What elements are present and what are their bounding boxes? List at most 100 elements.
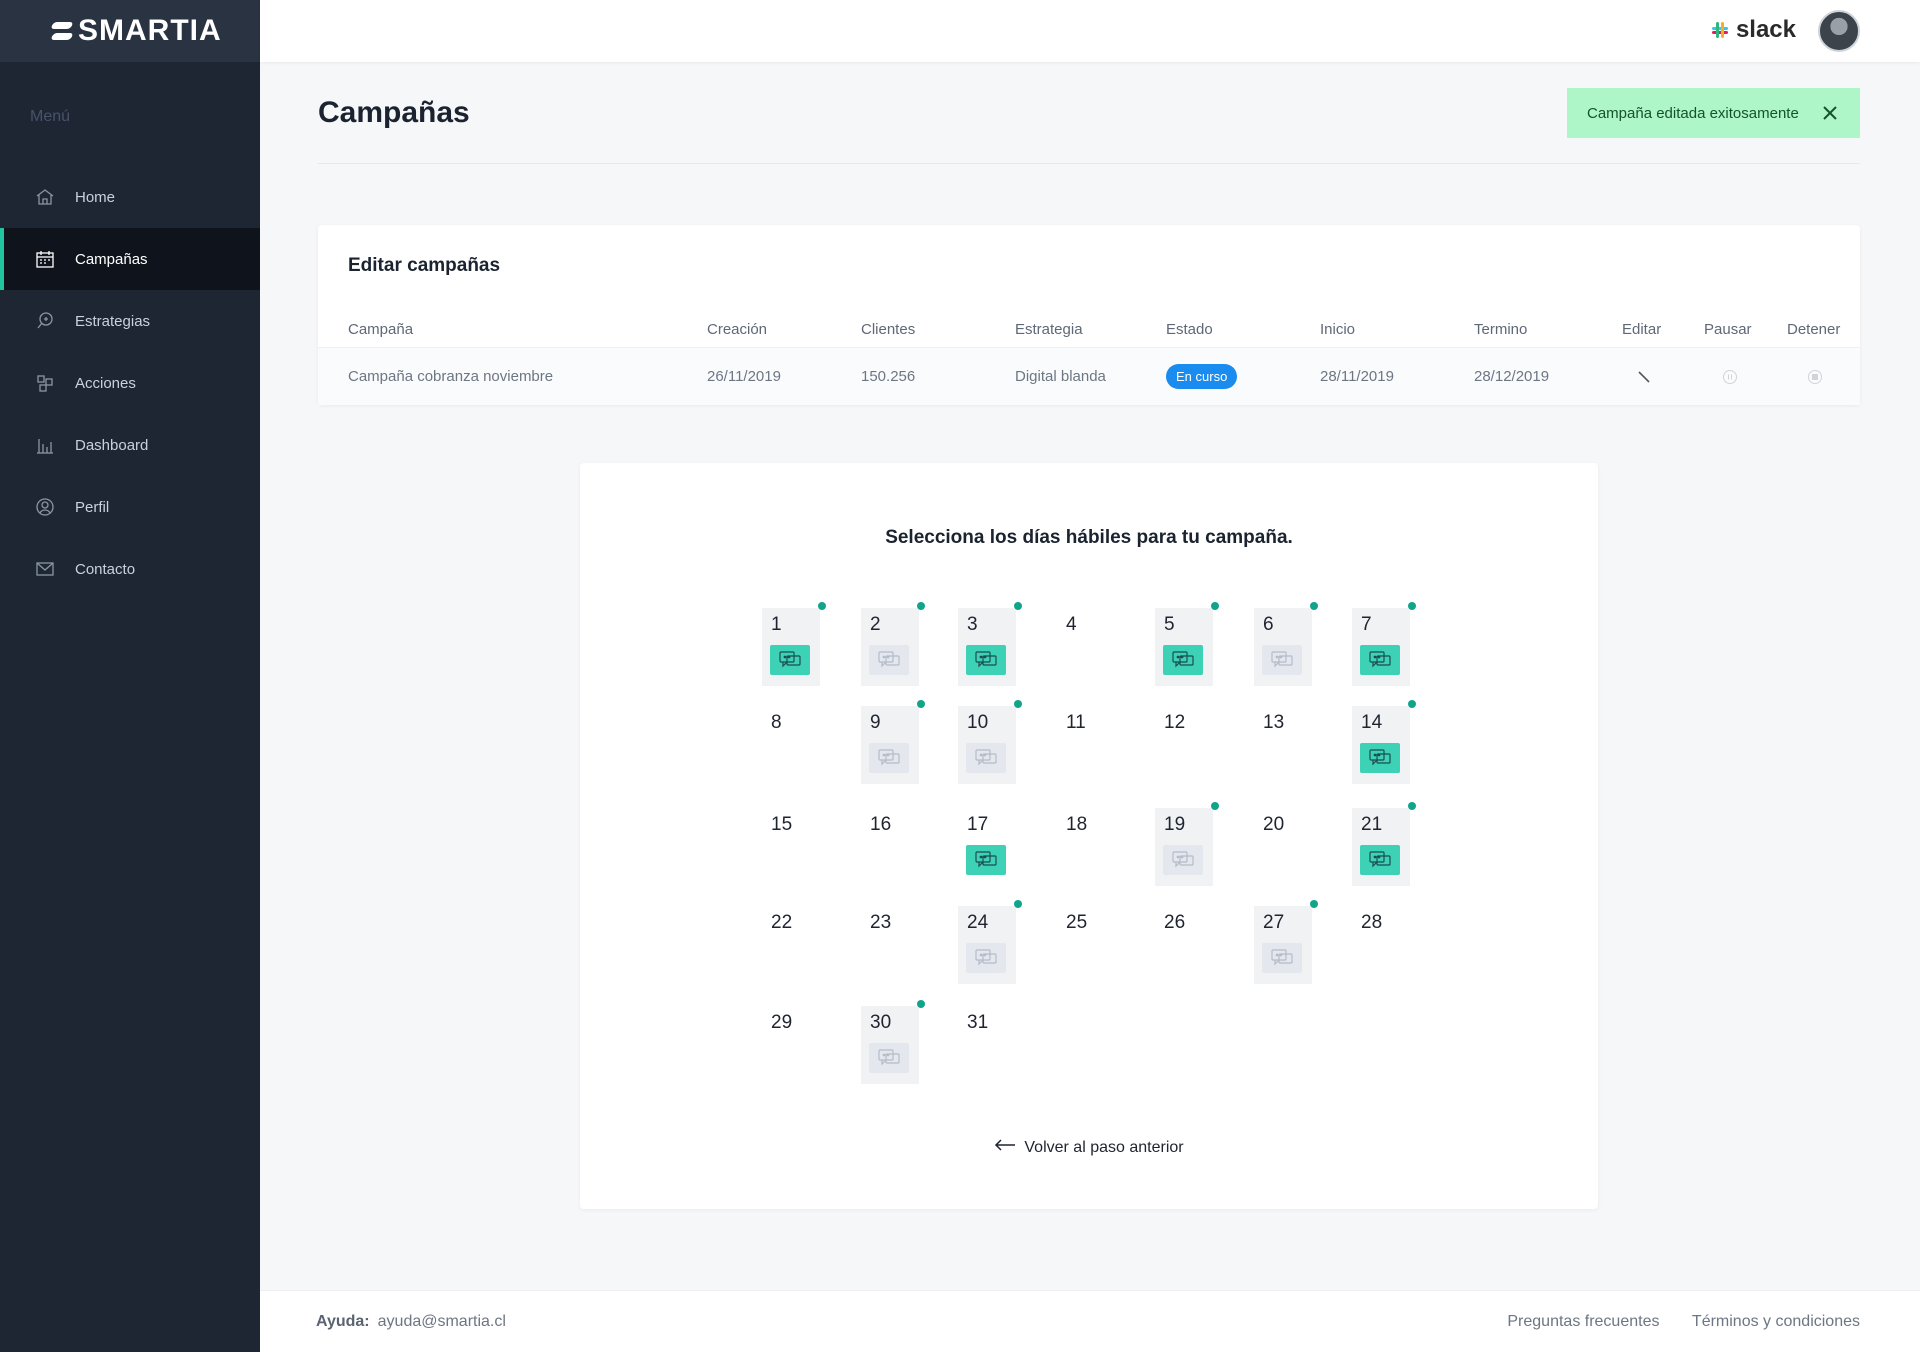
calendar-day[interactable]: 1 bbox=[762, 602, 826, 686]
chat-channel-icon[interactable] bbox=[869, 645, 909, 675]
day-number: 4 bbox=[1066, 614, 1077, 635]
calendar-day[interactable]: 23 bbox=[861, 906, 919, 984]
sidebar-item-acciones[interactable]: Acciones bbox=[0, 352, 260, 414]
calendar-day[interactable]: 30 bbox=[861, 1000, 925, 1084]
sidebar-item-estrategias[interactable]: Estrategias bbox=[0, 290, 260, 352]
chat-channel-icon[interactable] bbox=[1360, 645, 1400, 675]
chat-channel-icon[interactable] bbox=[770, 645, 810, 675]
day-number: 26 bbox=[1164, 912, 1186, 933]
calendar-day[interactable]: 24 bbox=[958, 900, 1022, 984]
start-date: 28/11/2019 bbox=[1320, 368, 1394, 385]
chat-channel-icon[interactable] bbox=[966, 743, 1006, 773]
calendar-day[interactable]: 5 bbox=[1155, 602, 1219, 686]
calendar-day[interactable]: 15 bbox=[762, 808, 820, 886]
chat-channel-icon[interactable] bbox=[1262, 943, 1302, 973]
selected-indicator bbox=[818, 602, 826, 610]
day-number: 6 bbox=[1263, 614, 1274, 635]
chat-channel-icon[interactable] bbox=[1163, 845, 1203, 875]
pause-icon[interactable] bbox=[1721, 368, 1739, 386]
day-number: 15 bbox=[771, 814, 793, 835]
chat-channel-icon[interactable] bbox=[1262, 645, 1302, 675]
calendar-day[interactable]: 19 bbox=[1155, 802, 1219, 886]
column-header: Estrategia bbox=[1015, 321, 1083, 338]
calendar-day[interactable]: 26 bbox=[1155, 906, 1213, 984]
strategy-icon bbox=[34, 310, 56, 332]
calendar-day[interactable]: 8 bbox=[762, 706, 820, 784]
chat-channel-icon[interactable] bbox=[1360, 743, 1400, 773]
help-email[interactable]: ayuda@smartia.cl bbox=[377, 1313, 506, 1330]
sidebar-item-campanas[interactable]: Campañas bbox=[0, 228, 260, 290]
slack-integration[interactable]: slack bbox=[1709, 16, 1796, 44]
calendar-day[interactable]: 3 bbox=[958, 602, 1022, 686]
calendar-day[interactable]: 10 bbox=[958, 700, 1022, 784]
calendar-day[interactable]: 18 bbox=[1057, 808, 1115, 886]
calendar-day[interactable]: 9 bbox=[861, 700, 925, 784]
chat-channel-icon[interactable] bbox=[1163, 645, 1203, 675]
chat-channel-icon[interactable] bbox=[869, 1043, 909, 1073]
calendar-day[interactable]: 2 bbox=[861, 602, 925, 686]
chat-channel-icon[interactable] bbox=[966, 645, 1006, 675]
table-row[interactable]: Campaña cobranza noviembre 26/11/2019 15… bbox=[318, 347, 1860, 405]
calendar-day[interactable]: 20 bbox=[1254, 808, 1312, 886]
calendar-day[interactable]: 29 bbox=[762, 1006, 820, 1084]
end-date: 28/12/2019 bbox=[1474, 368, 1550, 385]
chat-channel-icon[interactable] bbox=[869, 743, 909, 773]
close-icon[interactable] bbox=[1818, 101, 1842, 125]
calendar-day[interactable]: 22 bbox=[762, 906, 820, 984]
stop-icon[interactable] bbox=[1806, 368, 1824, 386]
day-number: 25 bbox=[1066, 912, 1088, 933]
calendar-day[interactable]: 4 bbox=[1057, 608, 1115, 686]
chat-channel-icon[interactable] bbox=[966, 845, 1006, 875]
day-number: 23 bbox=[870, 912, 892, 933]
footer-links: Preguntas frecuentes Términos y condicio… bbox=[1479, 1313, 1860, 1331]
bar-chart-icon bbox=[34, 434, 56, 456]
faq-link[interactable]: Preguntas frecuentes bbox=[1507, 1313, 1660, 1330]
day-number: 28 bbox=[1361, 912, 1383, 933]
brand-logo[interactable]: SMARTIA bbox=[0, 0, 260, 62]
calendar-day[interactable]: 21 bbox=[1352, 802, 1416, 886]
table-header: Campaña Creación Clientes Estrategia Est… bbox=[318, 317, 1860, 347]
calendar-day[interactable]: 13 bbox=[1254, 706, 1312, 784]
calendar-day[interactable]: 16 bbox=[861, 808, 919, 886]
edit-cell bbox=[1635, 348, 1653, 405]
campaign-name: Campaña cobranza noviembre bbox=[348, 368, 554, 385]
strategy-name: Digital blanda bbox=[1015, 368, 1106, 385]
sidebar-item-dashboard[interactable]: Dashboard bbox=[0, 414, 260, 476]
calendar-day[interactable]: 28 bbox=[1352, 906, 1410, 984]
calendar-day[interactable]: 11 bbox=[1057, 706, 1115, 784]
calendar-title: Selecciona los días hábiles para tu camp… bbox=[885, 527, 1293, 548]
mail-icon bbox=[34, 558, 56, 580]
column-header: Campaña bbox=[348, 321, 414, 338]
day-number: 22 bbox=[771, 912, 793, 933]
calendar-icon bbox=[34, 248, 56, 270]
calendar-day[interactable]: 7 bbox=[1352, 602, 1416, 686]
day-number: 19 bbox=[1164, 814, 1186, 835]
chat-channel-icon[interactable] bbox=[1360, 845, 1400, 875]
home-icon bbox=[34, 186, 56, 208]
sidebar-item-perfil[interactable]: Perfil bbox=[0, 476, 260, 538]
chat-channel-icon[interactable] bbox=[966, 943, 1006, 973]
terms-link[interactable]: Términos y condiciones bbox=[1691, 1313, 1860, 1330]
calendar-day[interactable]: 27 bbox=[1254, 900, 1318, 984]
calendar-day[interactable]: 31 bbox=[958, 1006, 1016, 1084]
calendar-day[interactable]: 6 bbox=[1254, 602, 1318, 686]
back-button[interactable]: Volver al paso anterior bbox=[580, 1138, 1598, 1157]
calendar-day[interactable]: 17 bbox=[958, 808, 1016, 886]
calendar-card: Selecciona los días hábiles para tu camp… bbox=[580, 463, 1598, 1209]
selected-indicator bbox=[1408, 802, 1416, 810]
day-number: 11 bbox=[1066, 712, 1086, 733]
calendar-day[interactable]: 14 bbox=[1352, 700, 1416, 784]
avatar[interactable] bbox=[1818, 10, 1860, 52]
pencil-icon[interactable] bbox=[1635, 368, 1653, 386]
day-number: 16 bbox=[870, 814, 892, 835]
back-label: Volver al paso anterior bbox=[1024, 1138, 1184, 1156]
sidebar-item-contacto[interactable]: Contacto bbox=[0, 538, 260, 600]
sidebar-item-home[interactable]: Home bbox=[0, 166, 260, 228]
status-badge: En curso bbox=[1166, 364, 1238, 389]
selected-indicator bbox=[917, 700, 925, 708]
calendar-day[interactable]: 12 bbox=[1155, 706, 1213, 784]
selected-indicator bbox=[1211, 602, 1219, 610]
calendar-day[interactable]: 25 bbox=[1057, 906, 1115, 984]
topbar: slack bbox=[260, 0, 1920, 62]
day-number: 12 bbox=[1164, 712, 1186, 733]
